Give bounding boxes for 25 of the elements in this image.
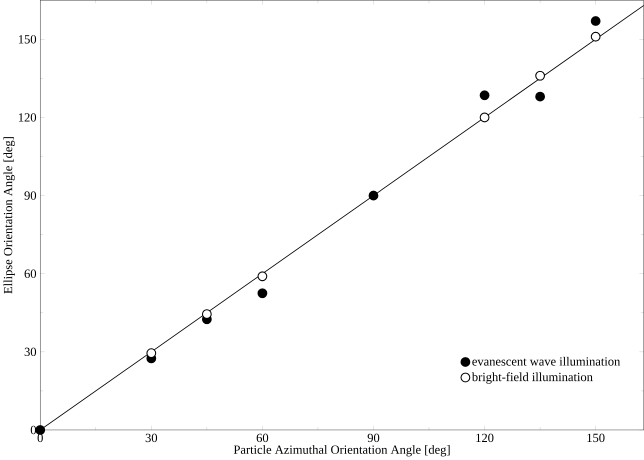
x-tick-label: 150 [587,434,605,442]
y-tick-label: 90 [24,191,36,200]
point [258,288,268,298]
point [590,32,601,42]
y-tick-label: 30 [24,348,36,356]
point [146,348,156,358]
point [258,271,268,282]
y-tick-label: 60 [24,270,36,278]
x-tick-label: 30 [146,434,158,442]
y-axis-title: Ellipse Orientation Angle [deg] [3,137,15,294]
y-tick-label: 150 [18,35,36,44]
point [480,112,490,122]
x-tick-label: 60 [256,434,268,442]
legend-label: bright-field illumination [472,372,593,384]
legend-label: evanescent wave illumination [472,356,620,366]
point [535,70,546,81]
point [480,90,490,100]
x-tick-label: 90 [368,434,380,442]
point [202,309,212,320]
x-tick-label: 120 [476,434,494,442]
y-tick-label: 120 [18,113,36,122]
point [368,190,378,200]
point [535,92,546,102]
point [590,16,601,26]
x-axis-title: Particle Azimuthal Orientation Angle [deg] [234,445,450,456]
